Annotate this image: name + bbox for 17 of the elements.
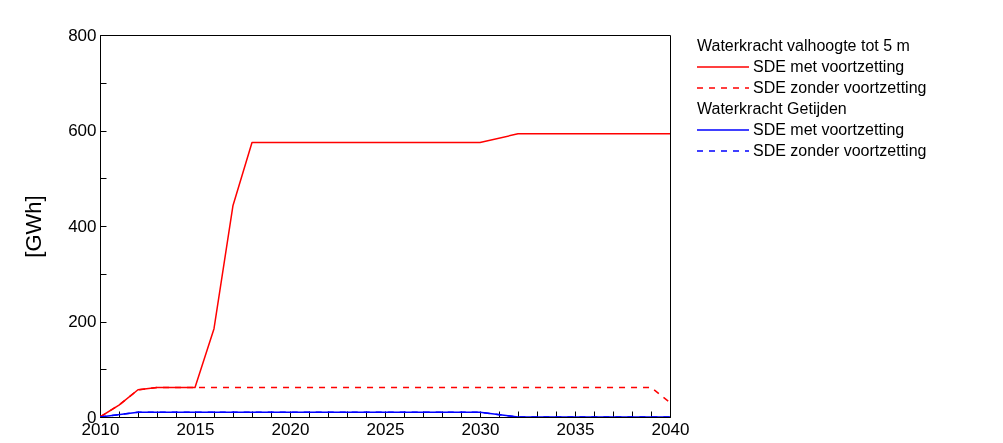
text: Waterkracht valhoogte tot 5 m <box>697 36 911 56</box>
x-tick-label: 2030 <box>461 419 500 439</box>
x-tick-label: 2020 <box>271 419 310 439</box>
legend-label: SDE met voortzetting <box>753 120 905 140</box>
y-tick-label: 800 <box>68 25 97 45</box>
y-tick-label: 400 <box>68 216 97 236</box>
legend-label: SDE zonder voortzetting <box>753 141 927 161</box>
x-tick-label: 2025 <box>366 419 405 439</box>
text: Waterkracht Getijden <box>697 99 848 119</box>
x-tick-label: 2015 <box>176 419 215 439</box>
y-axis-title: [GWh] <box>21 195 47 258</box>
y-tick-label: 600 <box>68 121 97 140</box>
legend-label: SDE zonder voortzetting <box>753 78 927 98</box>
y-tick-label: 200 <box>68 312 97 331</box>
x-tick-label: 2040 <box>651 419 690 439</box>
x-tick-label: 2035 <box>556 419 595 439</box>
legend-label: SDE met voortzetting <box>753 57 905 77</box>
